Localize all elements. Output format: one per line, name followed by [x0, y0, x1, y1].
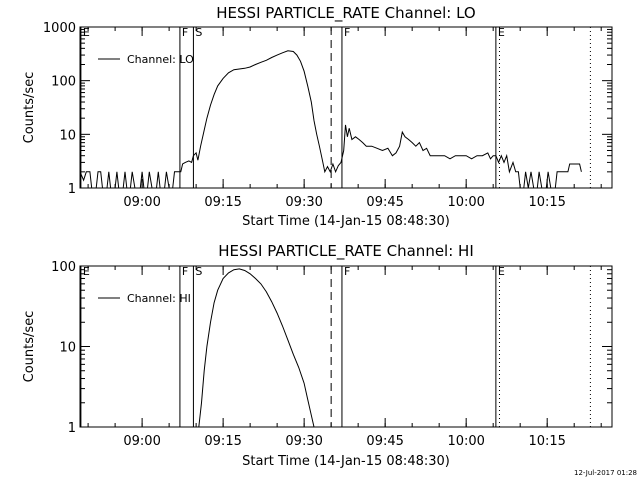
y-tick-label: 10 [59, 341, 76, 356]
x-tick-label: 10:00 [447, 195, 484, 210]
y-tick-label: 1 [68, 182, 76, 197]
chart-panel-lo: HESSI PARTICLE_RATE Channel: LO 1 10 100 100… [22, 4, 613, 229]
x-tick-label: 09:30 [285, 434, 322, 449]
x-tick-label: 09:30 [285, 195, 322, 210]
event-marker-label: S [195, 265, 202, 278]
legend-entry: Channel: LO [127, 53, 194, 66]
x-tick-label: 10:15 [528, 195, 565, 210]
event-marker-label: F [344, 265, 350, 278]
event-marker-label: S [195, 26, 202, 39]
legend-entry: Channel: HI [127, 292, 191, 305]
series-line [198, 268, 315, 428]
y-tick-label: 1000 [43, 21, 76, 36]
y-tick-label: 10 [59, 128, 76, 143]
x-axis-label: Start Time (14-Jan-15 08:48:30) [242, 454, 450, 469]
event-marker-label: E [498, 265, 505, 278]
chart-title: HESSI PARTICLE_RATE Channel: HI [218, 242, 474, 261]
x-tick-label: 10:00 [447, 434, 484, 449]
event-marker-label: F [344, 26, 350, 39]
x-tick-label: 09:00 [123, 434, 160, 449]
chart-title: HESSI PARTICLE_RATE Channel: LO [216, 4, 475, 23]
x-tick-label: 09:15 [204, 195, 241, 210]
event-marker-label: E [498, 26, 505, 39]
plot-frame [79, 265, 613, 428]
x-tick-label: 09:00 [123, 195, 160, 210]
event-marker-label: F [182, 26, 188, 39]
x-axis-label: Start Time (14-Jan-15 08:48:30) [242, 214, 450, 229]
y-axis-label: Counts/sec [22, 72, 37, 144]
y-tick-label: 1 [68, 421, 76, 436]
x-tick-label: 09:45 [366, 434, 403, 449]
event-marker-label: E [83, 265, 90, 278]
series-line [79, 50, 582, 189]
y-tick-label: 100 [51, 260, 76, 275]
y-tick-label: 100 [51, 75, 76, 90]
footer-timestamp: 12-Jul-2017 01:28 [573, 469, 637, 477]
plot-frame [79, 26, 613, 189]
event-marker-label: E [83, 26, 90, 39]
event-marker-label: F [182, 265, 188, 278]
x-tick-label: 10:15 [528, 434, 565, 449]
chart-panel-hi: HESSI PARTICLE_RATE Channel: HI 1 10 100 09:… [22, 242, 613, 469]
y-axis-label: Counts/sec [22, 311, 37, 383]
x-tick-label: 09:45 [366, 195, 403, 210]
x-tick-label: 09:15 [204, 434, 241, 449]
